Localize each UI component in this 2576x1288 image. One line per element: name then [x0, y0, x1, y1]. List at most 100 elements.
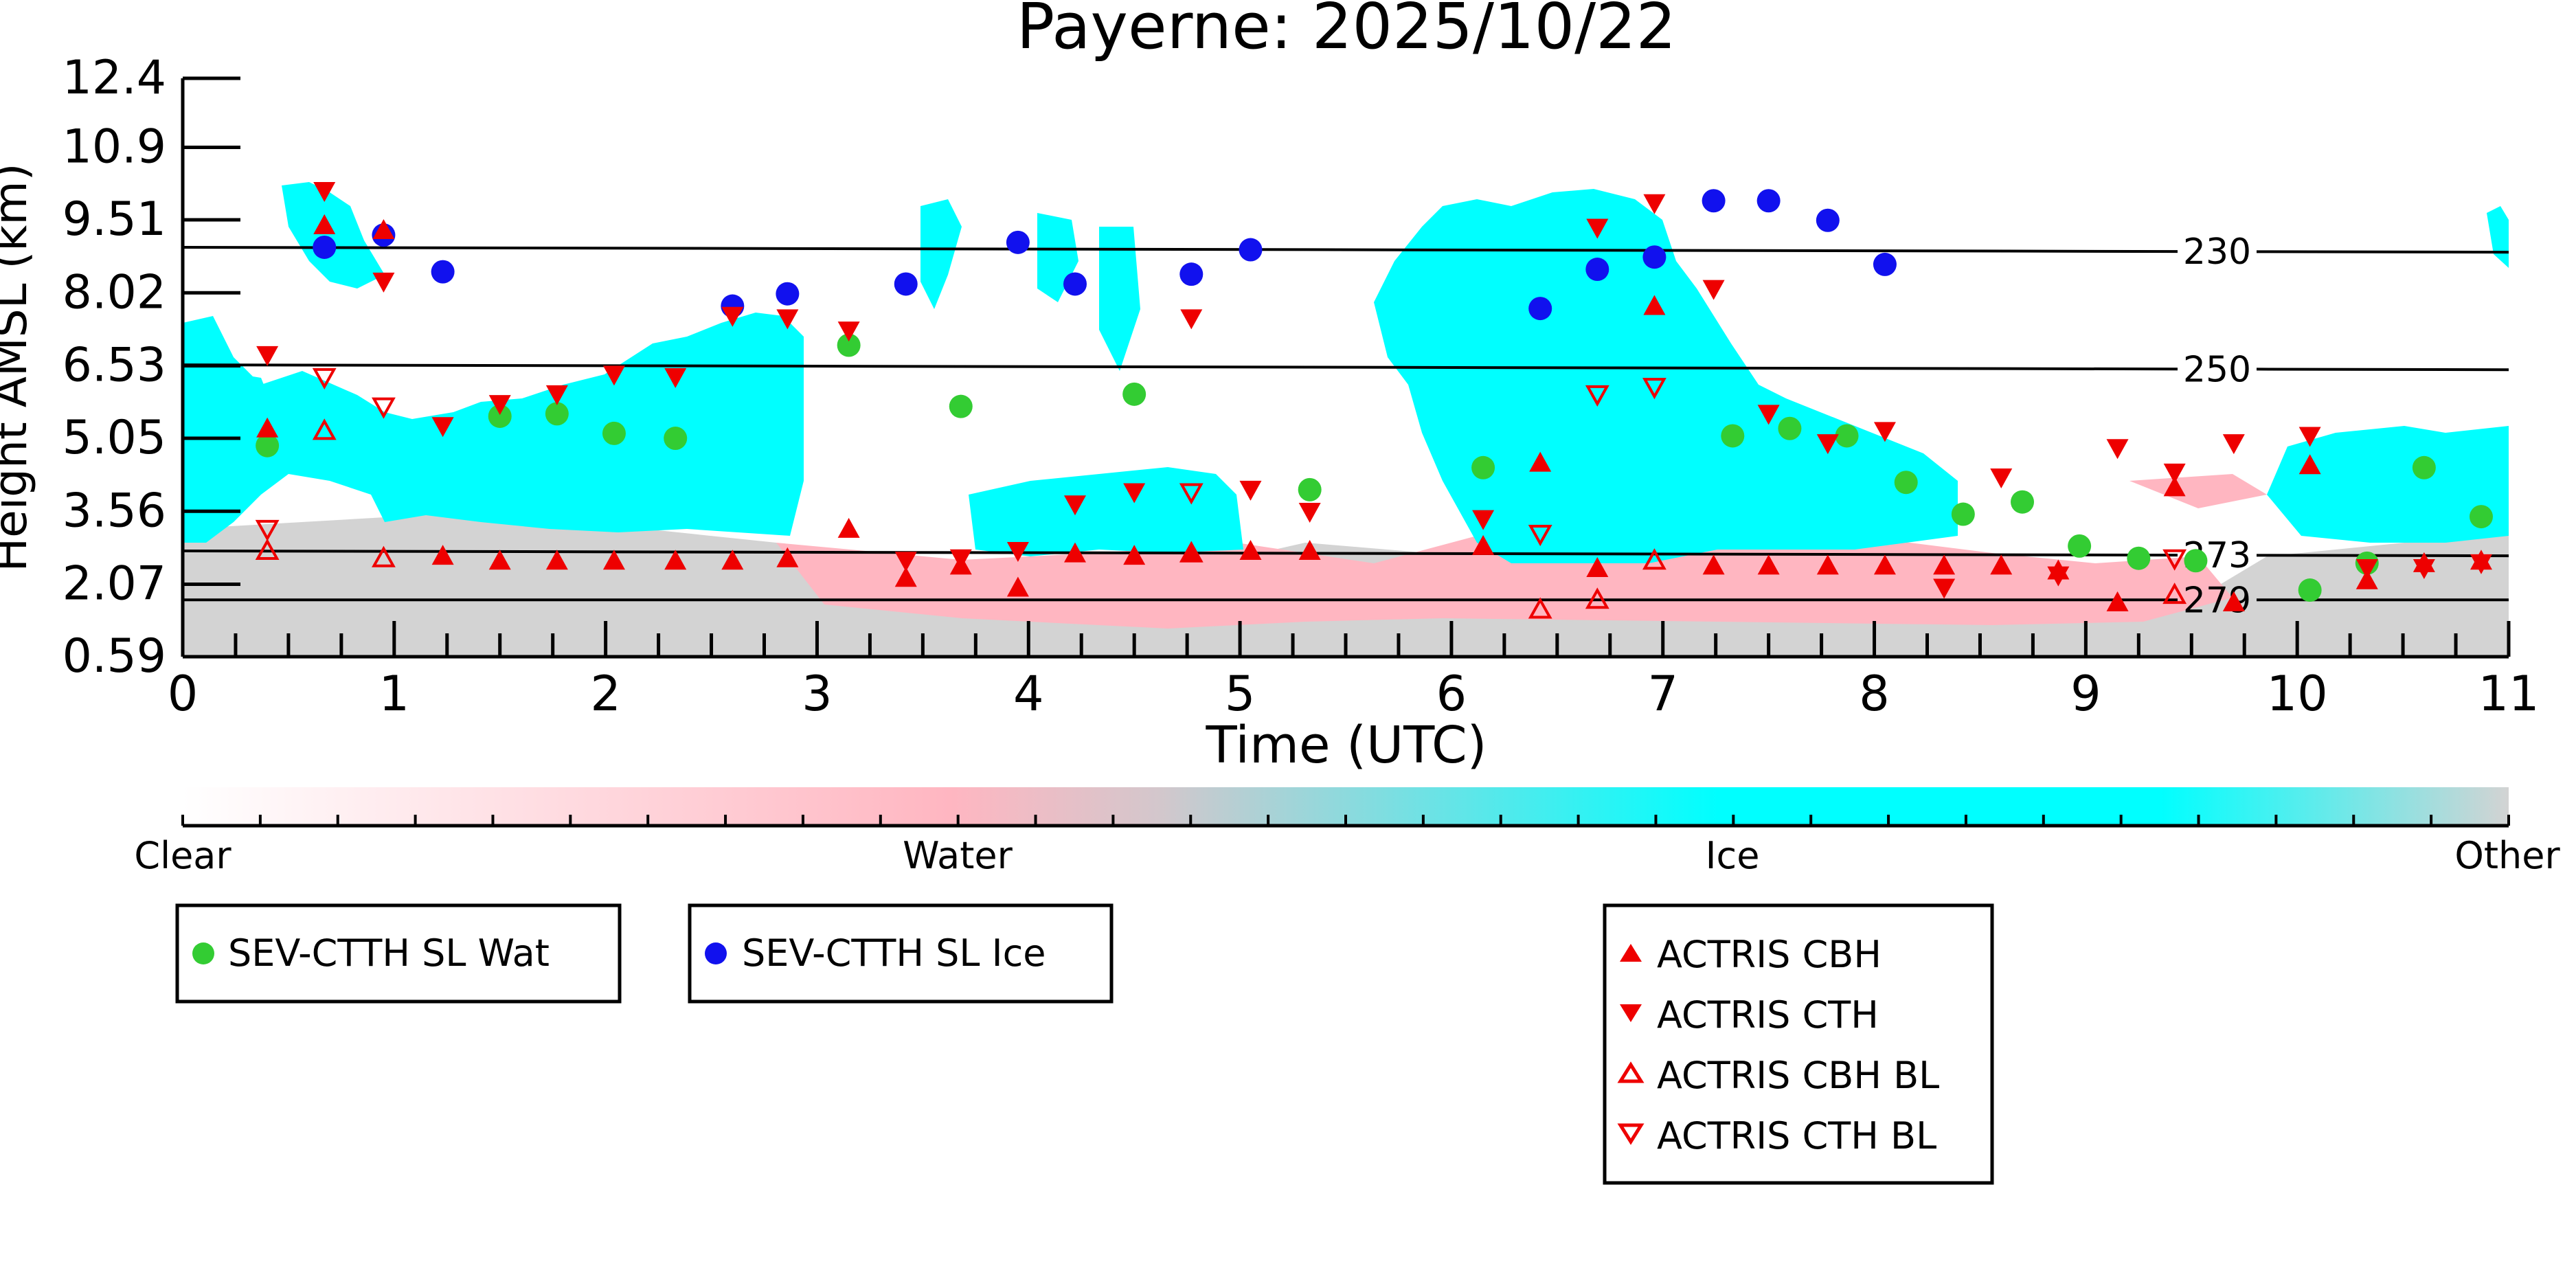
marker-sev-ctth-sl-ice: [1063, 272, 1087, 296]
x-tick-label: 4: [1013, 666, 1044, 722]
marker-actris-cbh: [894, 567, 917, 587]
marker-actris-cbh: [1643, 295, 1666, 315]
marker-actris-cth: [949, 549, 972, 569]
marker-actris-cbh-bl: [312, 418, 337, 440]
marker-sev-ctth-sl-ice: [1642, 245, 1667, 269]
ice-region-2-top: [920, 199, 962, 309]
marker-actris-cbh: [664, 550, 687, 570]
marker-actris-cth: [1702, 280, 1725, 300]
x-tick-label: 2: [590, 666, 621, 722]
marker-actris-cth-bl: [372, 397, 396, 419]
marker-actris-cth-bl: [2162, 549, 2187, 571]
legend-cbh-bl-marker: [1617, 1061, 1645, 1083]
marker-actris-cbh: [256, 417, 279, 438]
marker-sev-ctth-sl-wat: [2298, 578, 2322, 602]
legend-water-marker: [192, 942, 214, 964]
marker-sev-ctth-sl-ice: [1702, 189, 1726, 213]
marker-actris-cth: [2470, 554, 2492, 574]
marker-actris-cth: [2298, 427, 2321, 447]
marker-actris-cbh-bl: [255, 538, 280, 561]
marker-actris-cth: [602, 365, 625, 386]
legend-water: SEV-CTTH SL Wat: [175, 903, 622, 1004]
ice-region-2: [969, 467, 1243, 556]
legend-ice-box: [688, 903, 1114, 1004]
marker-actris-cth: [2413, 558, 2435, 579]
marker-actris-cbh: [1472, 534, 1495, 555]
marker-actris-cbh: [545, 550, 568, 570]
marker-sev-ctth-sl-ice: [1816, 208, 1840, 232]
marker-actris-cbh-bl: [1585, 587, 1609, 609]
marker-sev-ctth-sl-wat: [2068, 534, 2092, 558]
isoline: [2256, 250, 2509, 254]
marker-actris-cth: [2355, 558, 2378, 579]
y-tick-label: 3.56: [63, 484, 166, 538]
marker-sev-ctth-sl-wat: [602, 421, 626, 445]
marker-actris-cbh: [1933, 554, 1956, 575]
y-tick-label: 12.4: [63, 51, 166, 105]
marker-sev-ctth-sl-wat: [837, 333, 861, 357]
marker-actris-cbh: [721, 550, 744, 570]
legend-cbh-bl-label: ACTRIS CBH BL: [1657, 1054, 1939, 1097]
y-tick-label: 0.59: [63, 629, 166, 683]
legend-actris: ACTRIS CBH ACTRIS CTH ACTRIS CBH BL ACTR…: [1603, 903, 1994, 1185]
colorbar-label-ice: Ice: [1706, 834, 1760, 877]
legend-water-box: [175, 903, 622, 1004]
legend-ice-marker: [705, 942, 727, 964]
water-region-2: [2129, 474, 2267, 508]
ice-region-3: [1374, 189, 1958, 563]
marker-actris-cth: [1757, 405, 1780, 425]
marker-sev-ctth-sl-wat: [1122, 382, 1146, 406]
marker-actris-cbh: [1239, 540, 1262, 561]
ice-region-1: [183, 313, 804, 543]
isoline-label: 230: [2183, 231, 2251, 273]
marker-actris-cbh: [2355, 569, 2378, 589]
x-tick-label: 0: [168, 666, 199, 722]
marker-sev-ctth-sl-wat: [256, 433, 280, 457]
marker-actris-cbh: [1180, 542, 1203, 563]
isoline: [182, 550, 2178, 557]
y-axis-label: Height AMSL (km): [0, 163, 37, 572]
isoline-label: 250: [2183, 349, 2251, 390]
marker-sev-ctth-sl-wat: [2127, 546, 2151, 570]
marker-actris-cth-bl: [1528, 525, 1552, 547]
marker-actris-cth: [1123, 483, 1146, 504]
data-markers: [255, 181, 2493, 619]
x-tick-label: 3: [802, 666, 833, 722]
legend-cth-label: ACTRIS CTH: [1657, 993, 1879, 1037]
marker-actris-cbh: [1873, 554, 1896, 575]
marker-actris-cth: [2047, 566, 2070, 587]
marker-sev-ctth-sl-ice: [1179, 262, 1204, 286]
marker-actris-cth: [372, 272, 395, 293]
marker-actris-cth: [837, 321, 860, 342]
marker-actris-cbh: [488, 550, 511, 570]
marker-actris-cth: [1298, 502, 1321, 523]
marker-actris-cbh: [2298, 454, 2321, 475]
colorbar-label-other: Other: [2454, 834, 2560, 877]
marker-sev-ctth-sl-ice: [1873, 252, 1897, 276]
marker-sev-ctth-sl-wat: [545, 402, 569, 426]
marker-actris-cth: [1643, 194, 1666, 214]
marker-sev-ctth-sl-ice: [1239, 238, 1263, 262]
marker-actris-cth: [776, 309, 799, 330]
marker-sev-ctth-sl-wat: [2184, 549, 2208, 573]
marker-sev-ctth-sl-wat: [2412, 455, 2436, 479]
colorbar-label-water: Water: [903, 834, 1013, 877]
marker-actris-cbh-bl: [2162, 583, 2187, 605]
marker-actris-cth: [1933, 578, 1956, 599]
marker-actris-cbh: [1757, 554, 1780, 575]
marker-actris-cth-bl: [1585, 385, 1609, 407]
colorbar-ticks: [181, 815, 2510, 826]
legend-cbh-marker: [1620, 944, 1642, 962]
y-tick-label: 8.02: [63, 265, 166, 319]
ice-region-1-top: [282, 182, 385, 289]
x-tick-label: 11: [2478, 666, 2539, 722]
marker-actris-cbh: [1816, 554, 1839, 575]
marker-actris-cth: [1180, 309, 1203, 330]
legend-actris-box: [1603, 903, 1994, 1185]
marker-actris-cbh: [776, 547, 799, 567]
marker-sev-ctth-sl-wat: [1298, 477, 1322, 501]
x-tick-label: 10: [2267, 666, 2328, 722]
marker-actris-cbh: [313, 214, 336, 234]
y-tick-label: 5.05: [63, 411, 166, 465]
marker-actris-cbh: [372, 219, 395, 240]
